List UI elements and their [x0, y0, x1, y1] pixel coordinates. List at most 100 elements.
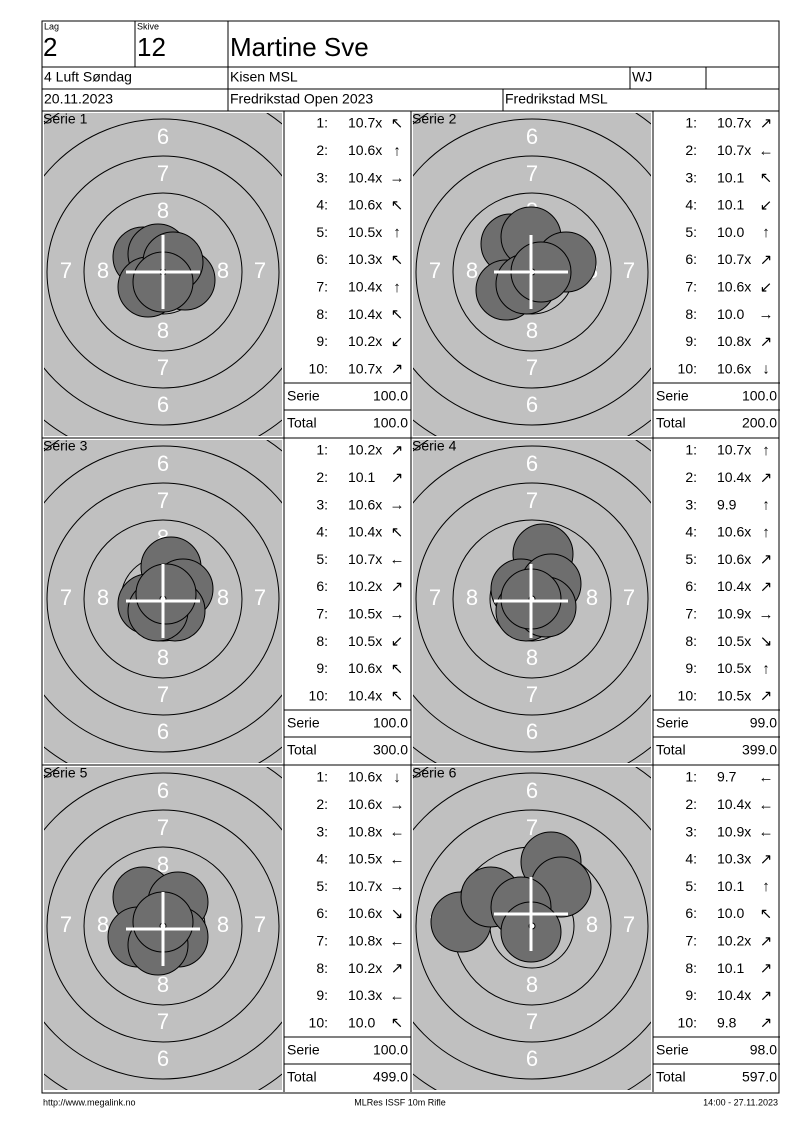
crosshair [126, 892, 200, 966]
ring-number: 6 [526, 1046, 538, 1071]
shot-number: 1: [685, 115, 697, 131]
shot-direction: → [390, 170, 405, 187]
shot-number: 1: [316, 769, 328, 785]
shot-number: 1: [316, 442, 328, 458]
total-score: 499.0 [373, 1069, 408, 1085]
total-score: 200.0 [742, 415, 777, 431]
shot-direction: → [390, 606, 405, 623]
shot-score: 10.5x [717, 633, 751, 649]
ring-number: 7 [429, 585, 441, 610]
shot-score: 10.1 [717, 960, 744, 976]
ring [413, 445, 651, 753]
shot-direction: ↗ [760, 851, 773, 868]
shot-direction: ↗ [391, 469, 404, 486]
shot-number: 3: [316, 496, 328, 512]
shot-score: 10.9x [717, 606, 751, 622]
series-label: Serie 4 [412, 438, 457, 454]
shot-direction: → [759, 606, 774, 623]
ring-number: 8 [97, 258, 109, 283]
shot-direction: ← [759, 796, 774, 813]
shot-number: 10: [678, 1014, 697, 1030]
shot-score: 10.6x [717, 360, 751, 376]
ring-number: 7 [157, 355, 169, 380]
shot-score: 9.9 [717, 496, 737, 512]
ring-number: 7 [157, 815, 169, 840]
ring-number: 8 [526, 318, 538, 343]
ring-number: 7 [157, 488, 169, 513]
ring-number: 7 [157, 682, 169, 707]
ring [44, 772, 282, 1080]
shot-score: 10.9x [717, 823, 751, 839]
ring-number: 7 [157, 161, 169, 186]
shot-number: 5: [316, 878, 328, 894]
skive-label: Skive [137, 21, 159, 31]
shot-score: 10.7x [348, 551, 382, 567]
ring-number: 8 [157, 318, 169, 343]
shot-score: 10.7x [348, 878, 382, 894]
series-label: Serie 6 [412, 765, 457, 781]
shot-score: 10.7x [717, 115, 751, 131]
shot-direction: ↘ [760, 633, 773, 650]
shot-direction: ↖ [391, 688, 404, 705]
shot-number: 7: [316, 279, 328, 295]
name: Martine Sve [230, 32, 369, 62]
shot-direction: → [390, 497, 405, 514]
shot-direction: ↑ [762, 497, 770, 514]
lag: 2 [43, 32, 57, 62]
shot-number: 3: [685, 496, 697, 512]
shot-number: 7: [685, 279, 697, 295]
shot-score: 10.8x [348, 933, 382, 949]
shot-direction: ↗ [391, 960, 404, 977]
ring [46, 809, 280, 1043]
shot-number: 4: [685, 197, 697, 213]
shot-number: 9: [316, 660, 328, 676]
date: 20.11.2023 [44, 91, 113, 107]
ring [46, 155, 280, 389]
shot-score: 10.7x [348, 360, 382, 376]
ring-number: 6 [157, 451, 169, 476]
serie-score: 100.0 [742, 388, 777, 404]
shot-direction: ← [390, 987, 405, 1004]
shot-number: 8: [685, 633, 697, 649]
shot-score: 10.2x [348, 333, 382, 349]
shot-score: 10.3x [717, 851, 751, 867]
shot-direction: ↙ [760, 279, 773, 296]
shot-number: 4: [316, 524, 328, 540]
shot-score: 10.7x [717, 142, 751, 158]
total-label: Total [656, 742, 686, 758]
ring-number: 8 [217, 912, 229, 937]
crosshair [494, 877, 568, 951]
ring [44, 118, 282, 426]
serie-score: 100.0 [373, 1042, 408, 1058]
shot-score: 10.1 [717, 197, 744, 213]
shot-score: 10.4x [348, 279, 382, 295]
shot-number: 4: [316, 197, 328, 213]
shot-number: 2: [316, 142, 328, 158]
shot-number: 2: [685, 142, 697, 158]
shot-number: 1: [685, 442, 697, 458]
shot-score: 9.8 [717, 1014, 737, 1030]
ring [452, 192, 612, 352]
shot-score: 10.2x [717, 933, 751, 949]
shot-score: 9.7 [717, 769, 737, 785]
ring-number: 8 [157, 645, 169, 670]
shot-number: 10: [678, 687, 697, 703]
shot-direction: ↗ [391, 361, 404, 378]
serie-score: 100.0 [373, 388, 408, 404]
shot-number: 10: [309, 687, 328, 703]
shot-number: 4: [685, 524, 697, 540]
lag-label: Lag [44, 21, 59, 31]
shot-direction: ↗ [760, 115, 773, 132]
shot-number: 5: [685, 878, 697, 894]
shot-direction: ↗ [760, 987, 773, 1004]
shot-score: 10.2x [348, 442, 382, 458]
shot-score: 10.4x [348, 524, 382, 540]
shot-score: 10.0 [717, 306, 744, 322]
footer-url: http://www.megalink.no [43, 1097, 136, 1107]
shot-score: 10.7x [717, 251, 751, 267]
ring-number: 7 [526, 682, 538, 707]
shot-number: 7: [316, 933, 328, 949]
ring [83, 519, 243, 679]
